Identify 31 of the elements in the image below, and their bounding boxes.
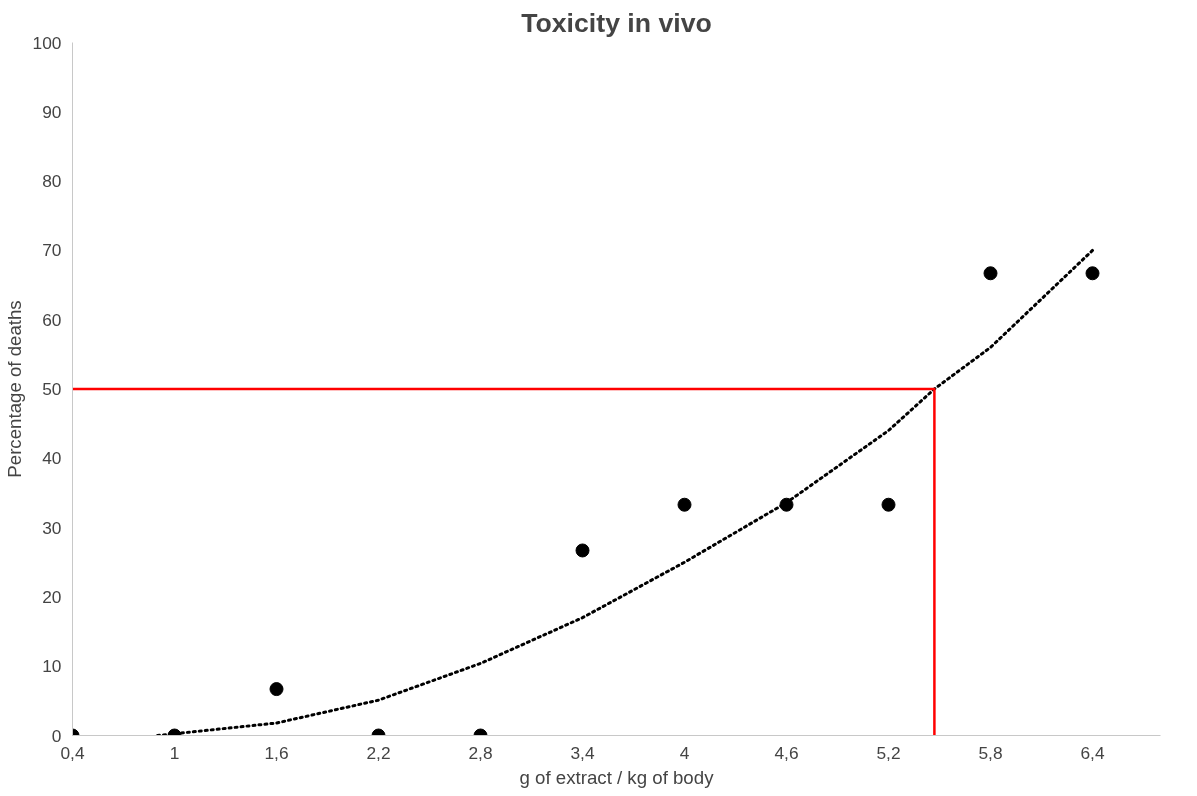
- y-tick-label: 10: [42, 656, 62, 677]
- y-tick-label: 40: [42, 448, 62, 469]
- y-tick-label: 50: [42, 379, 62, 399]
- y-tick-label: 100: [32, 32, 62, 53]
- x-tick-label: 0,4: [60, 742, 85, 763]
- y-axis-title: Percentage of deaths: [3, 300, 25, 478]
- x-tick-label: 4: [679, 742, 690, 763]
- x-tick-label: 6,4: [1080, 742, 1105, 763]
- line-series: [156, 248, 1094, 736]
- y-tick-label: 70: [42, 240, 62, 261]
- point: [1085, 266, 1100, 281]
- y-tick-label: 90: [42, 101, 62, 122]
- x-tick-label: 2,2: [366, 742, 391, 763]
- chart-title: Toxicity in vivo: [521, 7, 712, 38]
- point: [881, 497, 896, 512]
- x-tick-label: 3,4: [570, 742, 595, 763]
- y-tick-label: 30: [42, 517, 62, 538]
- point: [575, 543, 590, 558]
- y-tick-label: 60: [42, 309, 62, 330]
- y-tick-label: 80: [42, 171, 62, 192]
- x-tick-label: 5,2: [876, 742, 901, 763]
- x-tick-label: 1,6: [264, 742, 289, 763]
- point: [983, 266, 998, 281]
- x-tick-label: 1: [169, 742, 180, 763]
- x-tick-label: 5,8: [978, 742, 1003, 763]
- y-tick-label: 0: [51, 725, 62, 746]
- y-tick-label: 20: [42, 586, 62, 607]
- point: [677, 497, 692, 512]
- x-tick-label: 4,6: [774, 742, 799, 763]
- x-axis-title: g of extract / kg of body: [519, 766, 715, 788]
- x-tick-label: 2,8: [468, 742, 493, 763]
